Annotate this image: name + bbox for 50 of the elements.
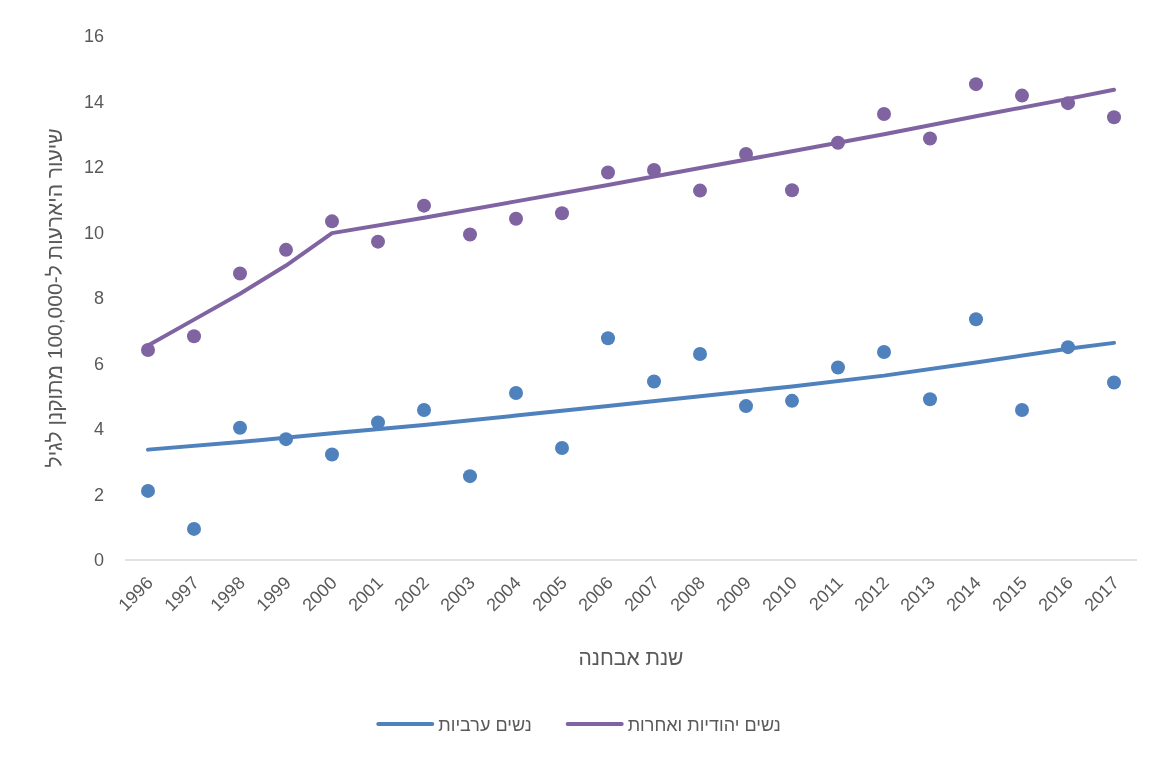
y-axis-title: שיעור היארעות ל-100,000 מתוקנן לגיל xyxy=(43,128,66,468)
x-axis-title: שנת אבחנה xyxy=(578,646,684,669)
point xyxy=(509,385,523,400)
point xyxy=(555,206,569,221)
y-tick-label: 12 xyxy=(83,157,104,177)
point xyxy=(1015,403,1029,418)
point xyxy=(279,242,293,257)
point xyxy=(325,214,339,229)
point xyxy=(141,483,155,498)
line-series xyxy=(146,340,1116,452)
point xyxy=(785,183,799,198)
y-tick-label: 8 xyxy=(93,288,104,308)
point xyxy=(1015,88,1029,103)
y-tick-label: 10 xyxy=(83,222,104,243)
point xyxy=(555,441,569,455)
point xyxy=(877,345,891,360)
y-tick-label: 2 xyxy=(93,484,104,505)
point xyxy=(647,374,661,389)
point xyxy=(739,399,753,414)
point xyxy=(233,266,247,281)
point xyxy=(509,211,523,226)
point xyxy=(417,198,431,213)
point xyxy=(233,420,247,435)
point xyxy=(923,392,937,407)
point xyxy=(1107,110,1121,125)
y-tick-label: 6 xyxy=(93,353,104,374)
point xyxy=(463,469,477,484)
point xyxy=(1107,375,1121,390)
legend-label: נשים יהודיות ואחרות xyxy=(627,715,781,735)
point xyxy=(969,77,983,92)
point xyxy=(601,331,615,346)
y-tick-label: 14 xyxy=(83,91,104,112)
point xyxy=(325,447,339,462)
y-tick-label: 16 xyxy=(83,26,104,46)
point xyxy=(831,360,845,375)
point xyxy=(601,165,615,180)
point xyxy=(693,347,707,361)
point xyxy=(877,106,891,121)
point xyxy=(187,329,201,344)
point xyxy=(923,131,937,146)
point xyxy=(417,403,431,418)
y-tick-label: 4 xyxy=(93,419,104,439)
point xyxy=(187,521,201,536)
point xyxy=(371,234,385,249)
point xyxy=(463,227,477,242)
point xyxy=(693,183,707,198)
point xyxy=(969,312,983,327)
y-tick-label: 0 xyxy=(93,550,104,570)
point xyxy=(785,393,799,408)
legend-label: נשים ערביות xyxy=(438,715,532,735)
